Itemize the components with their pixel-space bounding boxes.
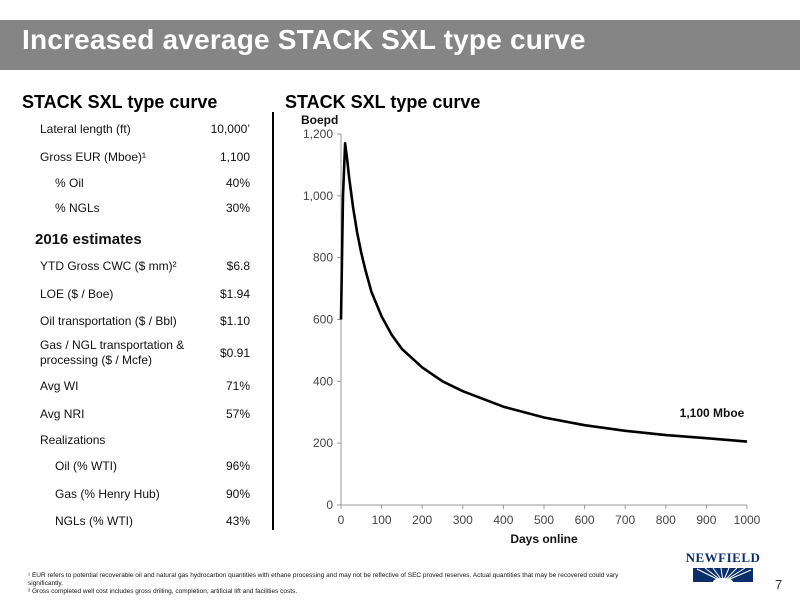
left-section-title: STACK SXL type curve [22,92,218,112]
row-label: YTD Gross CWC ($ mm)² [40,259,177,273]
row-label: % Oil [55,176,84,190]
row-value: 43% [225,514,250,528]
row-label: Oil transportation ($ / Bbl) [40,314,177,328]
x-tick-label: 800 [656,513,676,527]
sunburst-icon [693,567,753,586]
row-value: $1.94 [219,287,250,301]
row-label: Avg WI [40,379,79,393]
x-tick-label: 900 [696,513,716,527]
y-tick-label: 600 [313,313,333,327]
x-tick-label: 1000 [734,513,761,527]
row-label: Gas (% Henry Hub) [55,487,160,501]
x-axis-label: Days online [510,532,578,546]
x-tick-label: 600 [575,513,595,527]
page-number: 7 [775,577,783,592]
y-tick-label: 400 [313,374,333,388]
row-label: Avg NRI [40,407,85,421]
eur-annotation: 1,100 Mboe [680,406,745,420]
row-value: $1.10 [219,314,250,328]
y-tick-label: 1,200 [303,127,333,141]
row-label: Oil (% WTI) [55,459,117,473]
row-value: 10,000’ [210,122,250,136]
table-row: Gas / NGL transportation & processing ($… [40,338,250,370]
y-tick-label: 200 [313,436,333,450]
row-value: 71% [225,379,250,393]
slide-title: Increased average STACK SXL type curve [22,24,586,55]
row-value: 57% [225,407,250,421]
footnote-1: ¹ EUR refers to potential recoverable oi… [28,572,619,587]
logo-wordmark: NEWFIELD [685,550,761,565]
header-bar [0,20,800,70]
divider [272,112,274,530]
row-value: $6.8 [226,259,250,273]
row-label: Gross EUR (Mboe)¹ [40,150,147,164]
y-tick-label: 800 [313,251,333,265]
x-tick-label: 300 [453,513,473,527]
x-tick-label: 500 [534,513,554,527]
y-tick-label: 1,000 [303,189,333,203]
x-tick-label: 0 [338,513,345,527]
row-label: % NGLs [55,201,100,215]
row-value: 1,100 [219,150,250,164]
x-tick-label: 700 [615,513,635,527]
x-tick-label: 100 [372,513,392,527]
row-value: $0.91 [219,346,250,360]
row-label: NGLs (% WTI) [55,514,133,528]
row-value: 30% [225,201,250,215]
row-value: 90% [225,487,250,501]
newfield-logo: NEWFIELD [683,550,763,590]
y-tick-label: 0 [326,498,333,512]
row-label: LOE ($ / Boe) [40,287,114,301]
row-value: 40% [225,176,250,190]
x-tick-label: 400 [493,513,513,527]
estimates-heading: 2016 estimates [35,231,142,248]
y-axis-label: Boepd [301,113,338,127]
row-label: Lateral length (ft) [40,122,131,136]
row-label: Realizations [40,433,106,447]
x-tick-label: 200 [412,513,432,527]
right-section-title: STACK SXL type curve [285,92,481,112]
type-curve-line [339,142,748,443]
footnote-2: ² Gross completed well cost includes gro… [28,588,298,595]
row-label: Gas / NGL transportation & processing ($… [40,338,185,367]
row-value: 96% [225,459,250,473]
